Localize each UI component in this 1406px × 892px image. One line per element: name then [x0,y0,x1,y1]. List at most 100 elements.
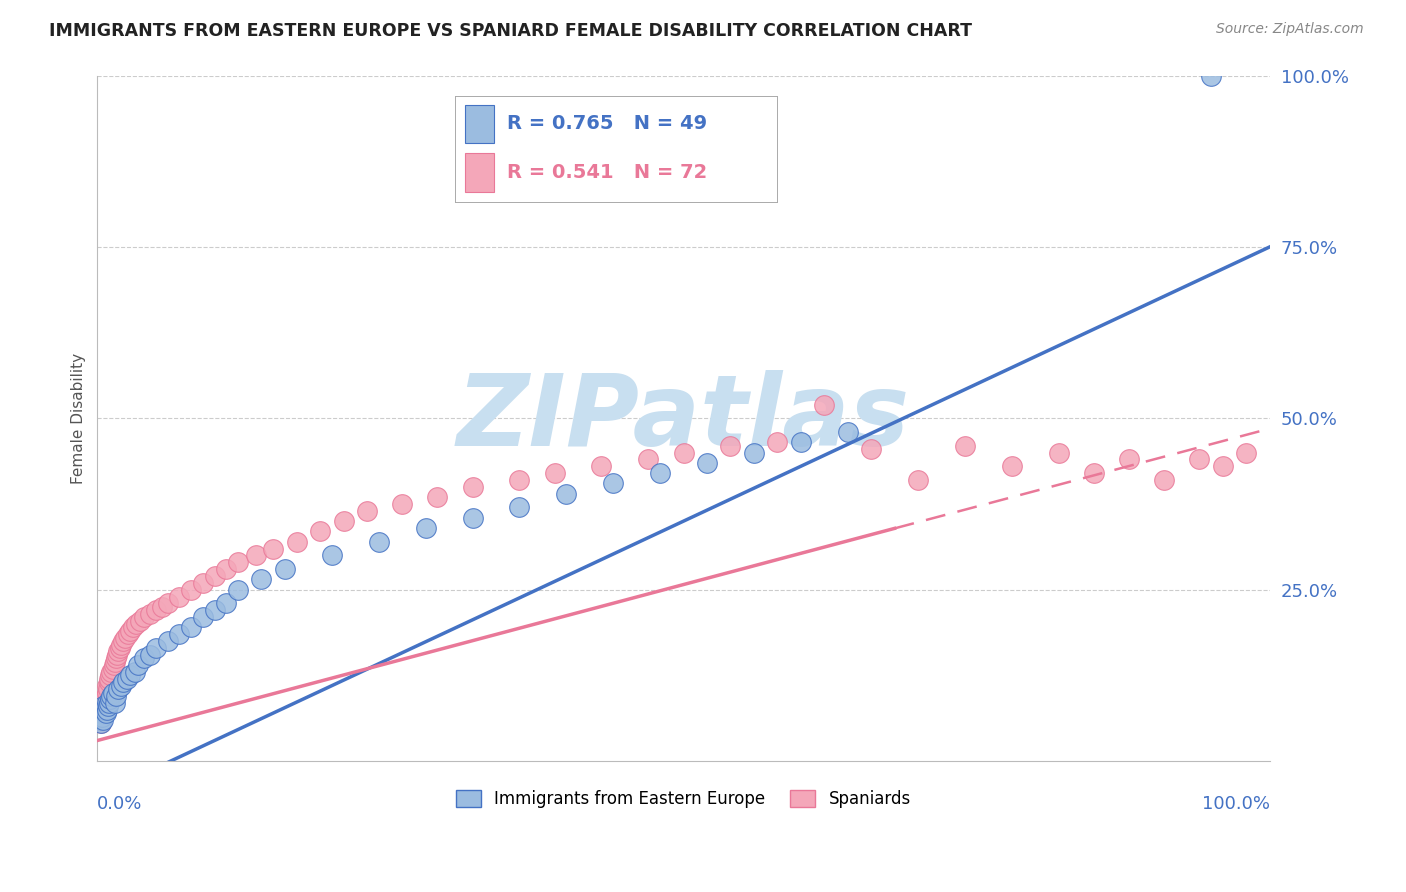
Point [134,610,156,624]
Point [108,640,131,655]
Point [1212,459,1234,474]
Point [907,473,929,487]
Point [103,658,125,673]
Point [96,679,118,693]
Point [98,696,121,710]
Point [285,534,308,549]
Point [860,442,883,457]
Point [96,703,118,717]
Point [114,631,136,645]
Point [356,504,378,518]
Point [672,445,695,459]
Point [101,685,124,699]
Point [321,549,343,563]
Point [127,658,149,673]
Point [245,549,267,563]
Point [415,521,437,535]
Point [112,634,135,648]
Point [97,682,120,697]
Text: Source: ZipAtlas.com: Source: ZipAtlas.com [1216,22,1364,37]
Point [98,668,121,682]
Point [100,689,122,703]
Point [602,476,624,491]
Point [204,603,226,617]
Point [90,706,112,720]
Point [94,689,117,703]
Point [591,459,613,474]
Point [766,435,789,450]
Point [89,713,111,727]
Text: 0.0%: 0.0% [97,796,143,814]
Point [91,703,114,717]
Point [837,425,859,439]
Point [426,490,449,504]
Point [124,665,146,679]
Point [134,651,156,665]
Point [120,668,142,682]
Point [117,627,139,641]
Point [125,617,148,632]
Point [696,456,718,470]
Point [93,703,115,717]
Point [953,439,976,453]
Point [543,466,565,480]
Point [89,713,111,727]
Point [180,620,202,634]
Point [98,692,121,706]
Point [107,644,129,658]
Point [90,716,112,731]
Point [104,696,127,710]
Point [120,624,142,638]
Point [91,709,114,723]
Point [94,706,117,720]
Point [96,685,118,699]
Point [1083,466,1105,480]
Point [93,692,115,706]
Point [97,699,120,714]
Point [180,582,202,597]
Point [215,596,238,610]
Point [104,655,127,669]
Point [790,435,813,450]
Point [309,524,332,539]
Point [91,699,114,714]
Point [250,573,273,587]
Point [169,627,191,641]
Point [121,620,143,634]
Point [1153,473,1175,487]
Point [1118,452,1140,467]
Point [720,439,742,453]
Point [461,480,484,494]
Point [139,648,162,662]
Point [150,599,173,614]
Point [1199,69,1222,83]
Point [91,696,114,710]
Point [1047,445,1070,459]
Point [91,699,114,714]
Point [90,716,112,731]
Point [98,675,121,690]
Point [105,689,128,703]
Point [215,562,238,576]
Legend: Immigrants from Eastern Europe, Spaniards: Immigrants from Eastern Europe, Spaniard… [450,783,918,814]
Point [98,672,121,686]
Point [112,675,135,690]
Point [367,534,389,549]
Point [332,514,354,528]
Point [508,473,530,487]
Point [110,638,132,652]
Point [226,582,249,597]
Point [274,562,297,576]
Point [128,614,150,628]
Point [226,555,249,569]
Point [1234,445,1257,459]
Point [110,679,132,693]
Point [204,569,226,583]
Point [145,603,167,617]
Point [93,699,115,714]
Point [555,486,578,500]
Point [508,500,530,515]
Y-axis label: Female Disability: Female Disability [72,352,86,483]
Point [115,672,138,686]
Point [105,651,128,665]
